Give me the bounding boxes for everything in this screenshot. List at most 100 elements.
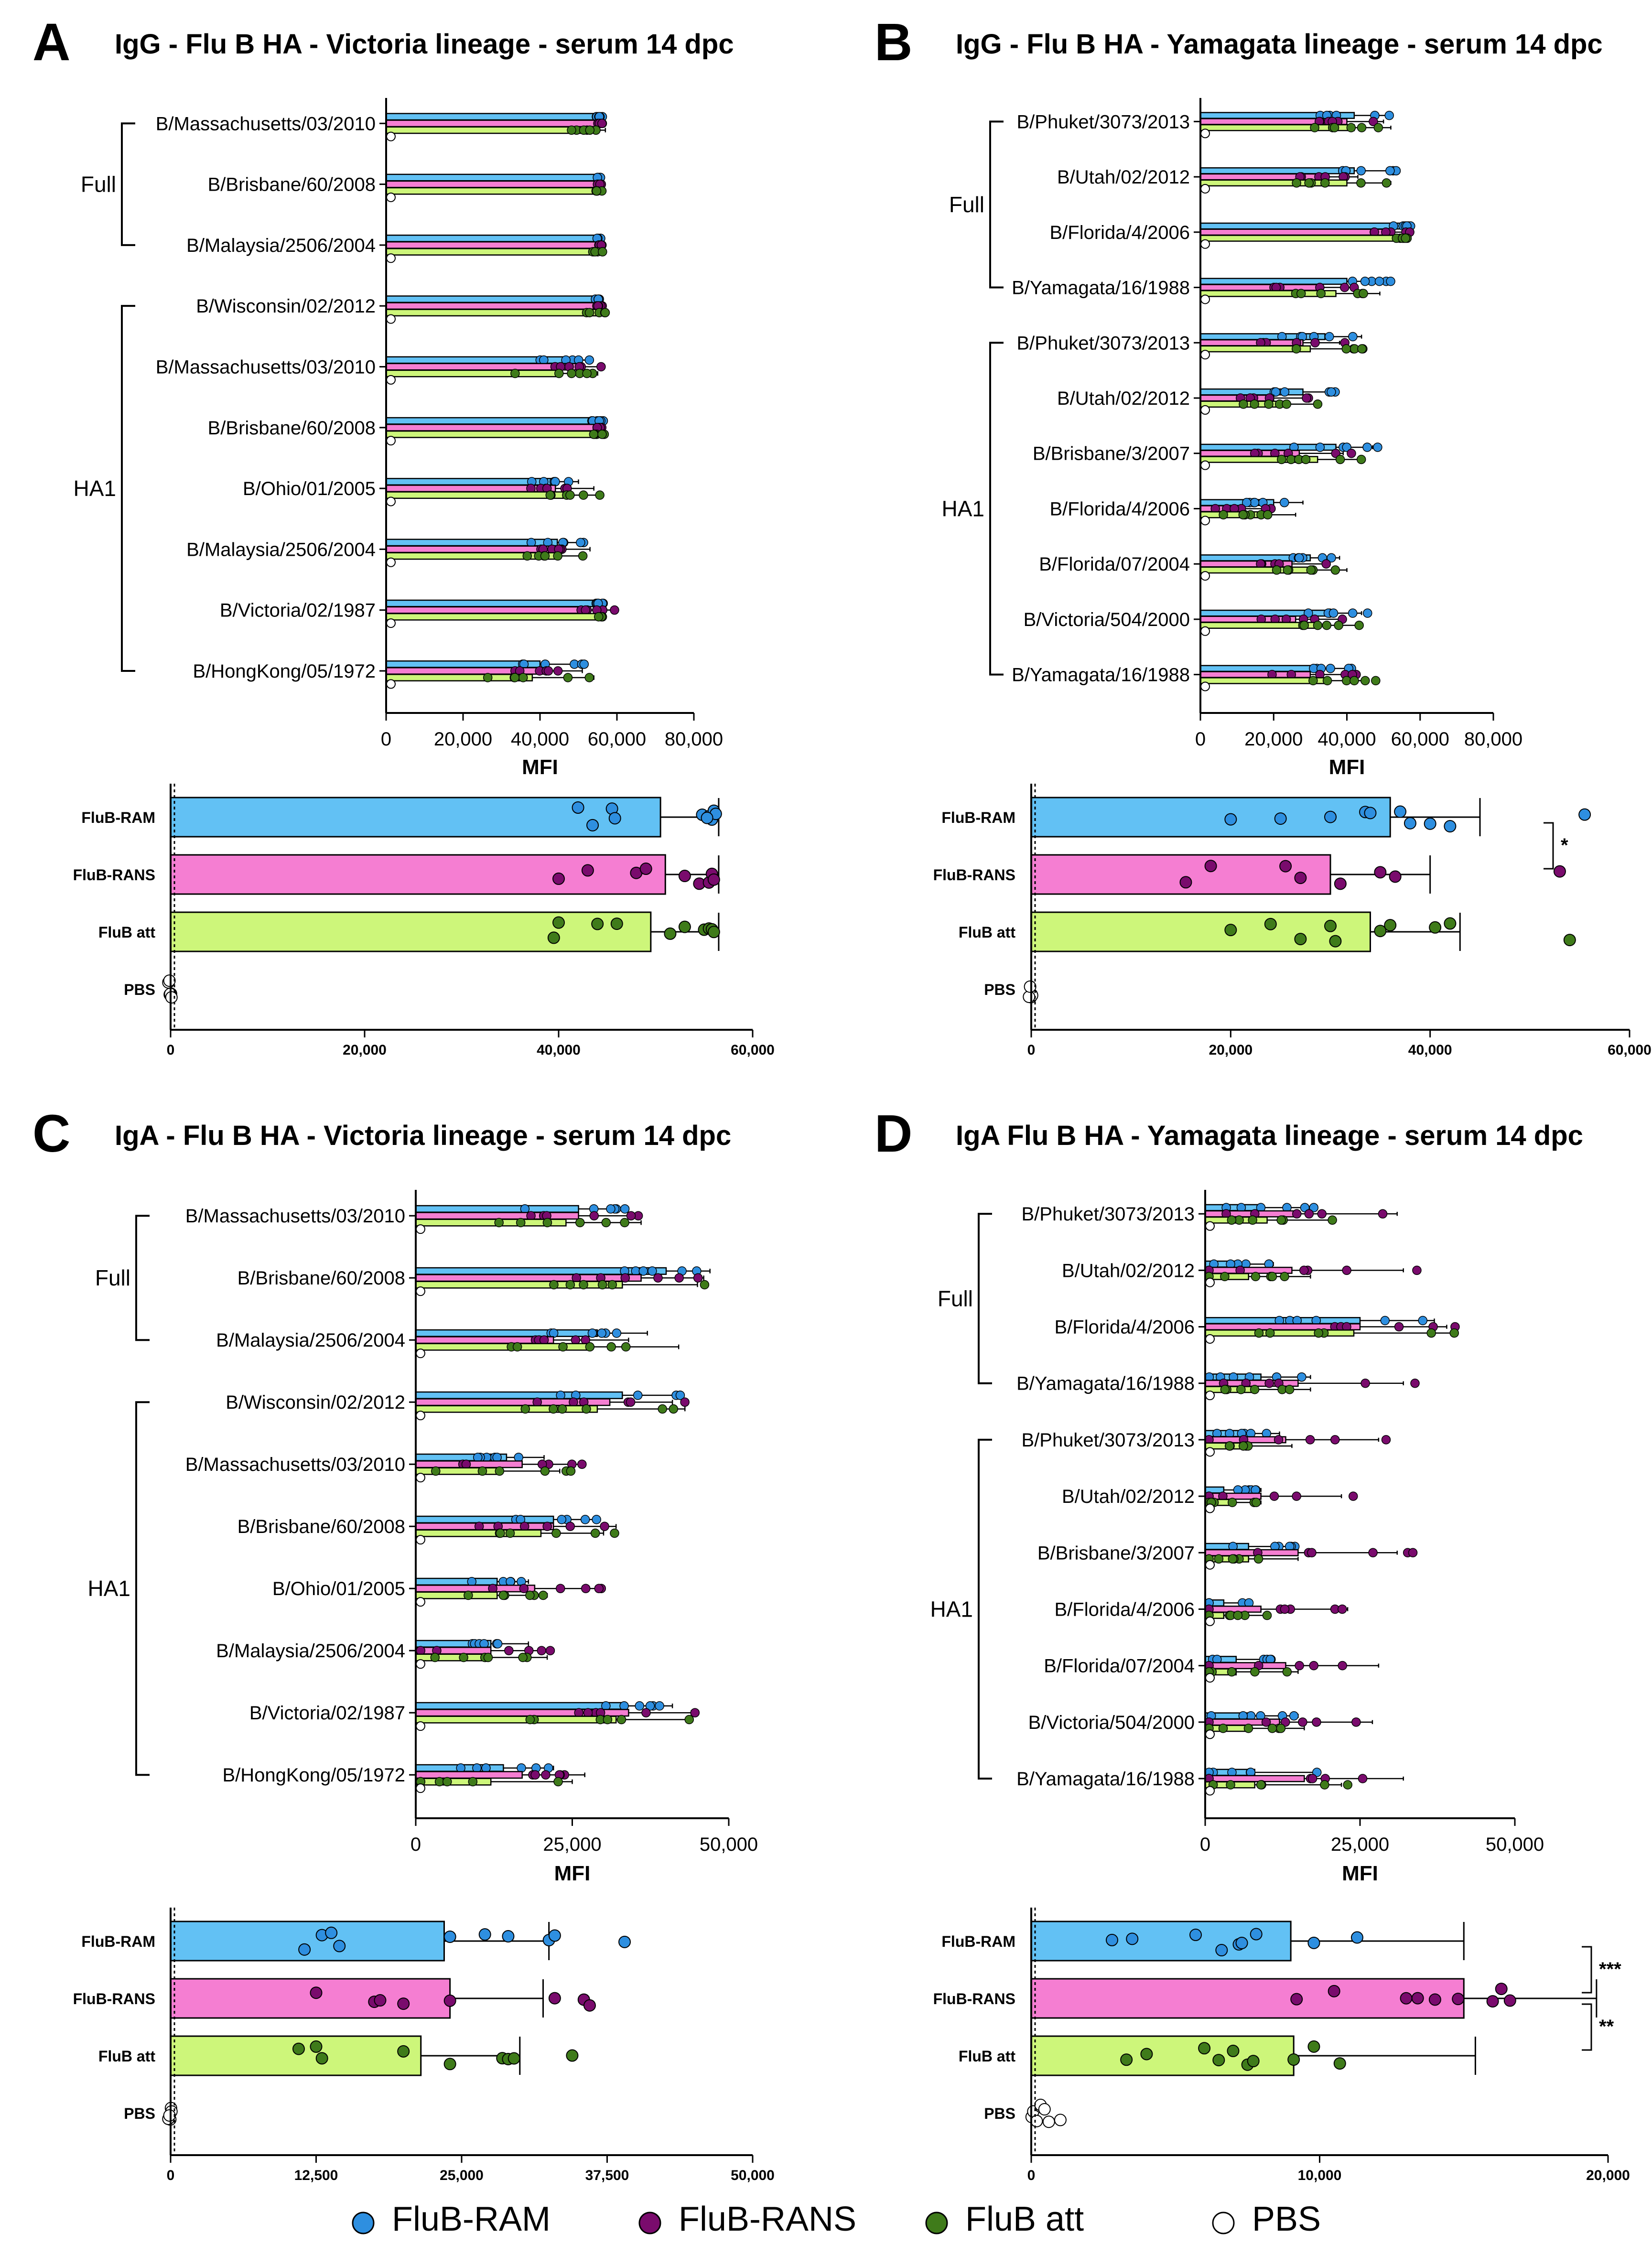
summary-bar-d-1 (1030, 1978, 1465, 2019)
top-point-c-0-2-4 (601, 1218, 611, 1228)
summary-xtick-label-d-0: 0 (1027, 2168, 1036, 2183)
summary-point-c-1-4 (443, 1994, 456, 2007)
top-xlabel-d: MFI (1342, 1862, 1378, 1885)
top-point-d-1-2-2 (1280, 1272, 1289, 1282)
top-point-c-4-2-4 (540, 1466, 550, 1476)
summary-bar-d-0 (1030, 1921, 1292, 1962)
top-point-b-0-2-4 (1357, 123, 1367, 132)
summary-xtick-label-a-3: 60,000 (731, 1042, 775, 1058)
top-point-d-10-2-2 (1256, 1780, 1266, 1790)
top-point-b-9-2-0 (1322, 620, 1332, 630)
top-point-d-10-2-5 (1320, 1780, 1329, 1790)
summary-category-label-d-0: FluB-RAM (941, 1933, 1015, 1950)
top-point-b-8-2-3 (1306, 565, 1316, 575)
summary-point-b-1-6 (1389, 870, 1402, 883)
summary-point-d-1-4 (1428, 1993, 1441, 2006)
top-bar-a-6-2 (385, 491, 564, 499)
top-point-a-4-2-3 (582, 368, 592, 378)
top-bar-d-10-1 (1204, 1775, 1305, 1782)
summary-point-d-1-7 (1495, 1983, 1508, 1996)
top-point-c-2-2-4 (585, 1342, 595, 1352)
legend-marker-3 (1212, 2212, 1235, 2234)
top-point-c-8-2-5 (525, 1715, 535, 1725)
top-point-c-0-2-2 (542, 1218, 552, 1228)
top-point-b-1-0-0 (1356, 166, 1366, 176)
top-point-c-8-1-1 (690, 1708, 700, 1717)
top-point-b-10-2-1 (1322, 676, 1332, 686)
top-bar-a-3-2 (385, 309, 598, 317)
top-point-b-7-2-4 (1219, 510, 1228, 519)
top-bar-c-5-0 (415, 1515, 554, 1523)
summary-bar-a-0 (170, 797, 661, 838)
summary-category-label-a-3: PBS (124, 981, 155, 998)
top-pbs-point-a-3 (386, 314, 396, 324)
top-pbs-point-c-0 (416, 1224, 425, 1234)
summary-point-a-1-1 (581, 864, 594, 877)
top-point-b-7-0-5 (1242, 497, 1252, 507)
top-point-d-0-1-5 (1378, 1209, 1388, 1219)
top-point-b-7-0-3 (1279, 497, 1289, 507)
summary-point-b-2-7 (1429, 921, 1442, 934)
top-point-a-5-2-5 (597, 430, 607, 439)
top-point-b-3-0-1 (1386, 277, 1395, 286)
top-point-a-0-1-5 (597, 119, 607, 129)
top-point-b-0-2-3 (1346, 123, 1356, 132)
top-category-label-b-5: B/Utah/02/2012 (1057, 388, 1190, 409)
summary-category-label-b-0: FluB-RAM (941, 809, 1015, 826)
summary-point-c-0-0 (298, 1943, 311, 1956)
top-point-c-1-2-5 (700, 1280, 710, 1290)
summary-point-a-0-9 (701, 811, 713, 824)
top-point-d-6-1-5 (1307, 1548, 1317, 1558)
top-point-d-1-2-0 (1220, 1272, 1230, 1282)
top-point-c-6-2-5 (538, 1590, 548, 1600)
top-point-c-3-2-3 (669, 1404, 679, 1414)
top-point-b-5-2-4 (1239, 399, 1248, 409)
top-point-c-0-2-3 (516, 1218, 526, 1228)
top-point-b-7-2-2 (1263, 510, 1273, 519)
top-point-b-8-1-0 (1321, 559, 1331, 569)
top-point-c-5-1-5 (565, 1521, 575, 1531)
top-point-a-7-2-4 (578, 551, 588, 561)
summary-point-b-2-2 (1294, 933, 1307, 946)
top-category-label-b-9: B/Victoria/504/2000 (1024, 609, 1190, 630)
summary-point-b-2-6 (1384, 919, 1397, 932)
group-label-c-1: HA1 (88, 1576, 130, 1601)
top-point-d-0-1-0 (1292, 1209, 1302, 1219)
summary-xtick-label-c-1: 12,500 (294, 2168, 338, 2183)
top-point-d-0-2-5 (1248, 1215, 1257, 1225)
summary-xtick-label-a-0: 0 (167, 1042, 175, 1058)
top-point-d-3-2-0 (1236, 1385, 1246, 1394)
summary-point-b-0-4 (1364, 807, 1377, 820)
top-point-b-0-2-1 (1310, 123, 1319, 132)
top-category-label-c-0: B/Massachusetts/03/2010 (185, 1206, 405, 1227)
top-category-label-b-3: B/Yamagata/16/1988 (1012, 278, 1190, 299)
top-point-a-7-2-0 (522, 551, 532, 561)
top-point-d-4-1-4 (1274, 1435, 1284, 1445)
top-point-c-4-2-1 (477, 1466, 487, 1476)
top-bar-b-10-2 (1199, 677, 1326, 684)
top-point-c-2-2-5 (558, 1342, 568, 1352)
top-pbs-point-b-8 (1200, 571, 1210, 581)
summary-point-c-1-7 (583, 1999, 596, 2012)
top-category-label-c-4: B/Massachusetts/03/2010 (185, 1454, 405, 1475)
summary-point-d-0-1 (1126, 1932, 1139, 1945)
top-point-a-4-2-4 (554, 368, 564, 378)
top-point-c-5-0-0 (580, 1515, 590, 1524)
top-category-label-b-1: B/Utah/02/2012 (1057, 167, 1190, 188)
top-point-a-4-1-1 (596, 362, 606, 372)
summary-xtick-label-d-1: 10,000 (1298, 2168, 1342, 2183)
panel-b-letter: B (875, 13, 912, 72)
top-category-label-c-8: B/Victoria/02/1987 (249, 1703, 405, 1724)
top-point-a-3-2-3 (584, 308, 594, 317)
summary-point-b-0-5 (1394, 805, 1407, 818)
top-category-label-b-6: B/Brisbane/3/2007 (1033, 443, 1190, 464)
summary-bar-a-2 (170, 911, 652, 952)
summary-point-d-2-0 (1120, 2053, 1133, 2066)
summary-bar-b-2 (1030, 911, 1371, 952)
top-point-b-6-2-4 (1301, 454, 1311, 464)
top-point-d-2-2-2 (1254, 1328, 1264, 1338)
top-point-c-2-2-3 (512, 1342, 522, 1352)
top-point-b-6-0-5 (1342, 442, 1351, 452)
top-point-c-6-1-4 (519, 1584, 529, 1593)
